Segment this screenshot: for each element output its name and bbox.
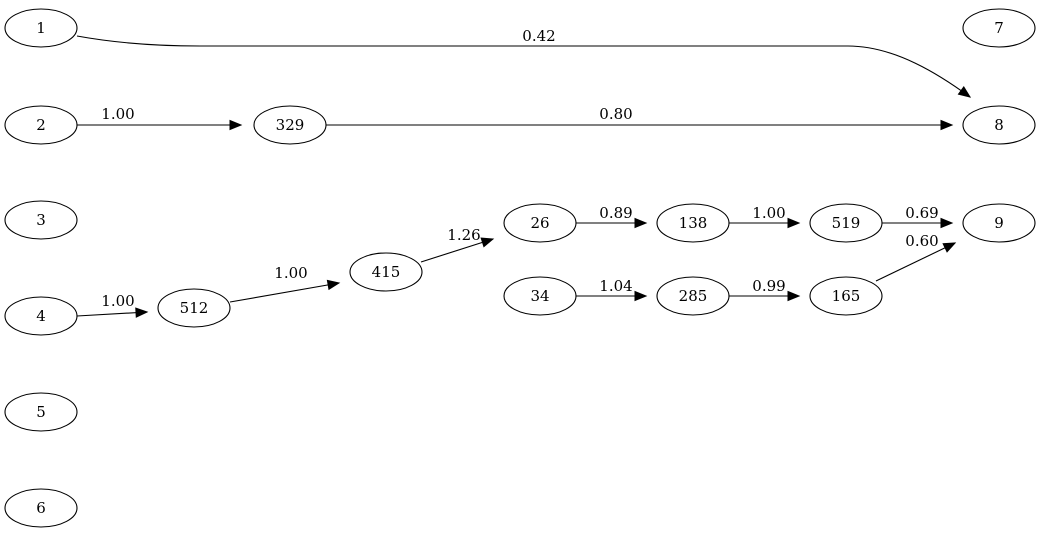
node-138: 138 — [656, 203, 730, 243]
node-label: 7 — [994, 19, 1004, 37]
node-label: 1 — [36, 19, 46, 37]
node-label: 3 — [36, 211, 46, 229]
node-34: 34 — [503, 276, 577, 316]
edge-2-329: 1.00 — [77, 105, 243, 131]
node-ellipse — [656, 276, 730, 316]
node-ellipse — [4, 296, 78, 336]
edge-weight-label: 0.80 — [599, 105, 632, 123]
node-ellipse — [809, 203, 883, 243]
node-ellipse — [656, 203, 730, 243]
arrowhead — [957, 85, 972, 98]
node-2: 2 — [4, 105, 78, 145]
edge-519-9: 0.69 — [882, 204, 954, 229]
node-329: 329 — [253, 105, 327, 145]
edge-138-519: 1.00 — [729, 204, 801, 229]
node-label: 512 — [180, 299, 209, 317]
node-8: 8 — [962, 105, 1036, 145]
edge-line — [76, 311, 148, 317]
node-3: 3 — [4, 200, 78, 240]
edge-285-165: 0.99 — [729, 277, 801, 302]
node-label: 34 — [530, 287, 549, 305]
edge-line — [875, 242, 956, 282]
arrowhead — [229, 119, 243, 131]
arrowhead — [940, 119, 954, 131]
node-165: 165 — [809, 276, 883, 316]
node-26: 26 — [503, 203, 577, 243]
edge-line — [420, 238, 494, 263]
node-ellipse — [962, 8, 1036, 48]
edges-layer: 0.42 1.00 0.80 1.00 1.00 1.26 0.89 1.00 0.69 1.04… — [76, 27, 972, 318]
edge-weight-label: 0.89 — [599, 204, 632, 222]
node-label: 5 — [36, 403, 46, 421]
edge-weight-label: 1.00 — [274, 264, 307, 282]
node-ellipse — [4, 200, 78, 240]
node-4: 4 — [4, 296, 78, 336]
node-ellipse — [349, 252, 423, 292]
edge-weight-label: 1.00 — [101, 292, 134, 310]
node-519: 519 — [809, 203, 883, 243]
node-512: 512 — [157, 288, 231, 328]
edge-weight-label: 0.69 — [905, 204, 938, 222]
node-label: 415 — [372, 263, 401, 281]
edge-415-26: 1.26 — [420, 226, 495, 263]
node-ellipse — [253, 105, 327, 145]
node-label: 329 — [276, 116, 305, 134]
node-5: 5 — [4, 392, 78, 432]
arrowhead — [940, 217, 954, 229]
node-label: 8 — [994, 116, 1004, 134]
edge-line — [76, 35, 971, 98]
node-ellipse — [809, 276, 883, 316]
edge-1-8: 0.42 — [76, 27, 972, 98]
edge-line — [229, 282, 340, 303]
node-ellipse — [4, 392, 78, 432]
arrowhead — [787, 290, 801, 302]
node-6: 6 — [4, 488, 78, 528]
edge-weight-label: 0.99 — [752, 277, 785, 295]
edge-26-138: 0.89 — [576, 204, 648, 229]
node-ellipse — [157, 288, 231, 328]
node-ellipse — [4, 488, 78, 528]
node-ellipse — [503, 276, 577, 316]
node-label: 138 — [679, 214, 708, 232]
node-9: 9 — [962, 203, 1036, 243]
edge-165-9: 0.60 — [875, 232, 957, 282]
node-ellipse — [4, 8, 78, 48]
node-label: 2 — [36, 116, 46, 134]
edge-weight-label: 1.00 — [752, 204, 785, 222]
node-label: 165 — [832, 287, 861, 305]
arrowhead — [634, 290, 648, 302]
node-ellipse — [962, 203, 1036, 243]
node-label: 4 — [36, 307, 46, 325]
arrowhead — [326, 279, 341, 291]
node-label: 285 — [679, 287, 708, 305]
node-7: 7 — [962, 8, 1036, 48]
node-label: 9 — [994, 214, 1004, 232]
node-1: 1 — [4, 8, 78, 48]
edge-329-8: 0.80 — [326, 105, 954, 131]
arrowhead — [480, 237, 495, 248]
edge-34-285: 1.04 — [576, 277, 648, 302]
arrowhead — [787, 217, 801, 229]
node-ellipse — [503, 203, 577, 243]
edge-weight-label: 1.04 — [599, 277, 632, 295]
edge-weight-label: 1.00 — [101, 105, 134, 123]
node-ellipse — [962, 105, 1036, 145]
edge-weight-label: 0.42 — [522, 27, 555, 45]
node-415: 415 — [349, 252, 423, 292]
node-label: 26 — [530, 214, 549, 232]
edge-4-512: 1.00 — [76, 292, 149, 318]
node-label: 6 — [36, 499, 46, 517]
node-285: 285 — [656, 276, 730, 316]
edge-weight-label: 0.60 — [905, 232, 938, 250]
node-label: 519 — [832, 214, 861, 232]
edge-512-415: 1.00 — [229, 264, 341, 303]
arrowhead — [135, 307, 149, 318]
arrowhead — [634, 217, 648, 229]
node-ellipse — [4, 105, 78, 145]
arrowhead — [942, 242, 957, 253]
edge-weight-label: 1.26 — [447, 226, 480, 244]
